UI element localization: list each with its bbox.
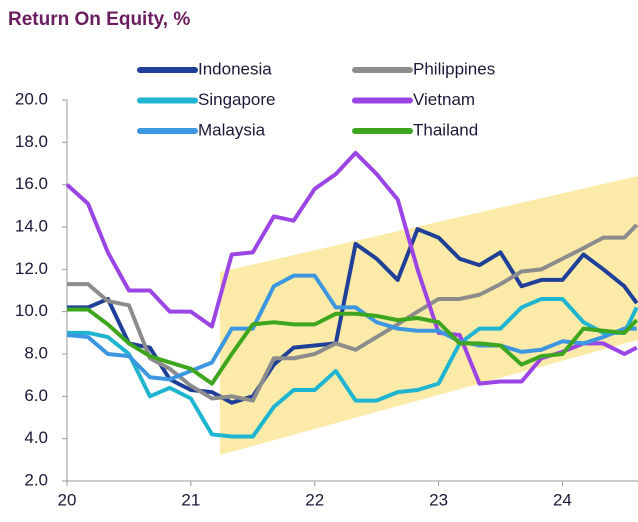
legend-label: Philippines: [413, 59, 495, 78]
y-tick-label: 18.0: [15, 132, 48, 151]
series-line: [67, 223, 638, 403]
series-line: [67, 296, 638, 439]
legend-label: Vietnam: [413, 90, 475, 109]
y-tick-label: 10.0: [15, 301, 48, 320]
y-tick-label: 16.0: [15, 174, 48, 193]
y-tick-label: 6.0: [24, 386, 48, 405]
legend-label: Thailand: [413, 120, 478, 139]
y-tick-label: 8.0: [24, 343, 48, 362]
legend-label: Malaysia: [198, 120, 266, 139]
chart-title: Return On Equity, %: [8, 9, 190, 30]
legend-label: Indonesia: [198, 59, 272, 78]
series-line: [67, 227, 638, 405]
x-tick-label: 23: [429, 490, 448, 509]
legend-label: Singapore: [198, 90, 276, 109]
trend-band: [220, 176, 638, 455]
y-tick-label: 12.0: [15, 259, 48, 278]
series-line: [67, 307, 638, 386]
x-tick-label: 24: [553, 490, 572, 509]
y-tick-label: 20.0: [15, 89, 48, 108]
series-line: [66, 273, 637, 382]
y-tick-label: 4.0: [24, 428, 48, 447]
x-tick-label: 21: [181, 490, 200, 509]
y-tick-label: 2.0: [24, 470, 48, 489]
x-tick-label: 22: [305, 490, 324, 509]
y-tick-label: 14.0: [15, 216, 48, 235]
x-tick-label: 20: [58, 490, 77, 509]
